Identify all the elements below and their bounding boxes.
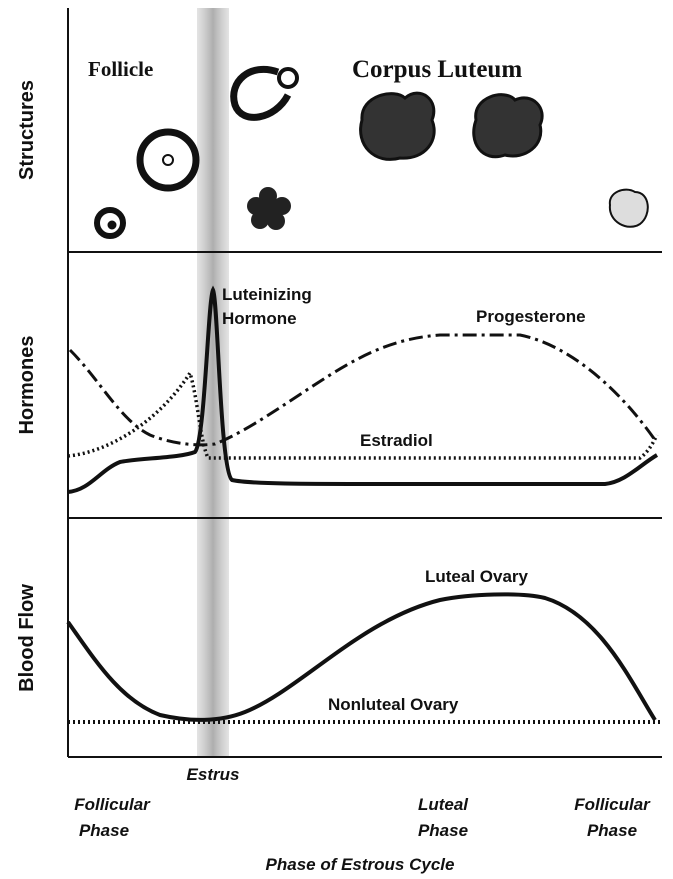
hormone-label: Progesterone [476,307,586,326]
phase-label: Phase [418,821,468,840]
blood-flow-label: Nonluteal Ovary [328,695,459,714]
phase-label: Phase [79,821,129,840]
phase-label: Follicular [74,795,151,814]
phase-label: Phase [587,821,637,840]
hormone-label: Hormone [222,309,297,328]
phase-label: Follicular [574,795,651,814]
panel-label: Hormones [16,336,38,435]
estrus-label: Estrus [187,765,240,784]
structure-label: Follicle [88,57,153,81]
hormone-label: Estradiol [360,431,433,450]
hormone-label: Luteinizing [222,285,312,304]
structure-label: Corpus Luteum [352,56,522,83]
structure-drawings [97,69,648,236]
x-axis-title: Phase of Estrous Cycle [266,855,455,874]
panel-label: Structures [16,80,38,180]
panel-label: Blood Flow [16,584,38,692]
phase-label: Luteal [418,795,469,814]
blood-flow-label: Luteal Ovary [425,567,529,586]
estrus-band [197,8,229,757]
diagram: Structures Hormones Blood Flow Follicle … [0,0,673,879]
